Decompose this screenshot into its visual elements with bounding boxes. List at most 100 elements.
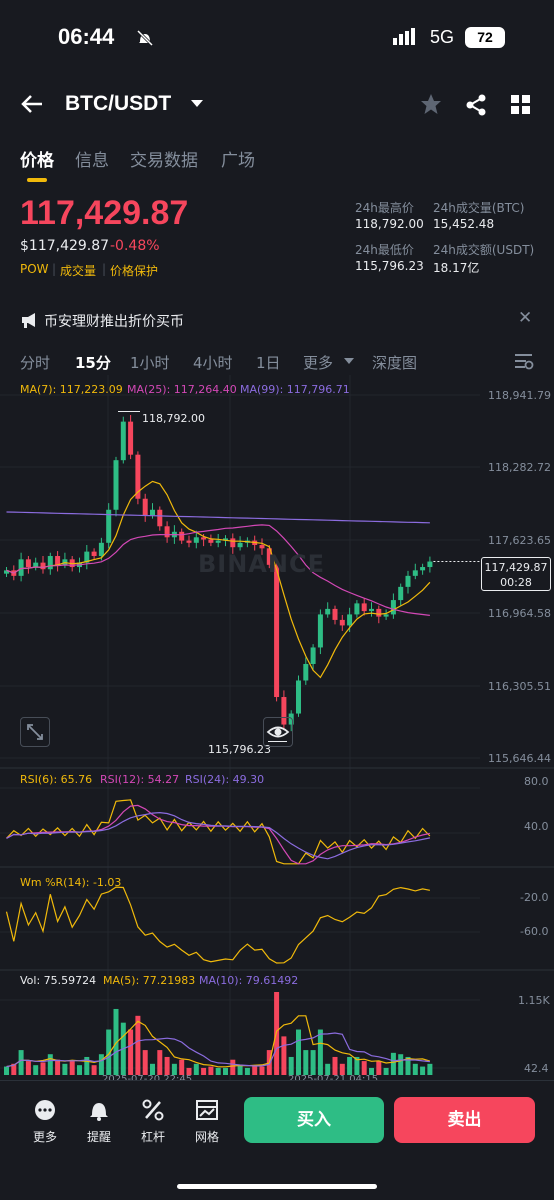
volume-bar xyxy=(303,1050,309,1075)
volume-bar xyxy=(179,1059,185,1075)
grid-layout-icon[interactable] xyxy=(511,95,531,115)
volume-bar xyxy=(40,1062,46,1075)
rsi-tick: 80.0 xyxy=(524,775,549,788)
interval-1d[interactable]: 1日 xyxy=(256,354,281,372)
volume-bar xyxy=(113,1008,119,1075)
more-button[interactable]: 更多 xyxy=(20,1098,70,1145)
y-tick: 116,305.51 xyxy=(488,680,551,693)
vol-label: Vol: 75.59724 xyxy=(20,974,97,987)
y-tick: 118,282.72 xyxy=(488,461,551,474)
alert-button[interactable]: 提醒 xyxy=(74,1098,124,1145)
volume-bar xyxy=(18,1050,24,1075)
bell-off-icon xyxy=(136,29,154,47)
volume-bar xyxy=(164,1056,170,1075)
volume-bar xyxy=(369,1067,374,1075)
chevron-down-icon[interactable] xyxy=(343,357,355,365)
candle-body xyxy=(25,559,31,568)
candle-body xyxy=(4,570,9,574)
interval-more[interactable]: 更多 xyxy=(303,354,334,372)
candle-body xyxy=(361,603,367,612)
volume-bar xyxy=(390,1052,396,1075)
candle-body xyxy=(40,562,46,570)
volume-bar xyxy=(376,1061,382,1075)
candle-body xyxy=(106,509,112,543)
vol-ma5-line xyxy=(6,1015,431,1068)
vol-usdt-value: 18.17亿 xyxy=(433,261,480,275)
volume-bar xyxy=(186,1067,192,1075)
volume-bar xyxy=(383,1067,389,1075)
x-axis-label: 2025-07-21 04:15 xyxy=(288,1074,378,1080)
sell-button[interactable]: 卖出 xyxy=(394,1097,535,1143)
candlestick-chart[interactable]: 2025-07-20 22:45 2025-07-21 04:15 xyxy=(0,375,554,1080)
percent-icon xyxy=(142,1099,164,1121)
chevron-down-icon[interactable] xyxy=(190,99,204,109)
interval-line[interactable]: 分时 xyxy=(20,354,51,372)
chart-settings-icon[interactable] xyxy=(514,352,534,370)
notice-text[interactable]: 币安理财推出折价买币 xyxy=(44,314,184,330)
volume-bar xyxy=(25,1061,31,1075)
candle-body xyxy=(398,586,404,601)
high-value: 118,792.00 xyxy=(355,217,424,231)
interval-4h[interactable]: 4小时 xyxy=(193,354,233,372)
volume-bar xyxy=(332,1056,338,1075)
tab-square[interactable]: 广场 xyxy=(221,151,255,171)
tab-info[interactable]: 信息 xyxy=(75,151,109,171)
interval-1h[interactable]: 1小时 xyxy=(130,354,170,372)
volume-bar xyxy=(33,1065,39,1075)
candle-body xyxy=(179,531,185,541)
wr-tick: -60.0 xyxy=(520,925,549,938)
tag-volume[interactable]: 成交量 xyxy=(60,264,97,278)
y-tick: 118,941.79 xyxy=(488,389,551,402)
y-tick: 115,646.44 xyxy=(488,752,551,765)
interval-15m[interactable]: 15分 xyxy=(75,354,111,372)
volume-bar xyxy=(11,1063,17,1075)
ma99-line xyxy=(6,511,430,524)
low-label: 24h最低价 xyxy=(355,243,414,257)
countdown: 00:28 xyxy=(500,576,532,589)
close-icon[interactable]: ✕ xyxy=(518,308,533,328)
candle-body xyxy=(193,537,199,543)
volume-bar xyxy=(310,1050,316,1075)
volume-bar xyxy=(398,1054,404,1075)
candle-body xyxy=(55,556,61,565)
tag-price-protection[interactable]: 价格保护 xyxy=(110,264,159,278)
ma7-line xyxy=(6,480,431,679)
grid-button[interactable]: 网格 xyxy=(182,1098,232,1145)
volume-bar xyxy=(215,1067,221,1075)
candle-body xyxy=(390,600,396,615)
more-icon xyxy=(35,1100,55,1120)
current-price-value: 117,429.87 xyxy=(484,561,548,574)
signal-icon xyxy=(393,28,415,45)
volume-bar xyxy=(208,1066,214,1075)
buy-button[interactable]: 买入 xyxy=(244,1097,384,1143)
candle-body xyxy=(164,526,170,538)
fullscreen-button[interactable] xyxy=(20,717,50,747)
toggle-indicators-button[interactable] xyxy=(263,717,293,747)
candle-body xyxy=(201,537,207,540)
candle-body xyxy=(347,614,353,626)
ma7-label: MA(7): 117,223.09 xyxy=(20,383,123,396)
current-price-tag: 117,429.87 00:28 xyxy=(481,557,551,591)
candle-body xyxy=(383,614,389,617)
tag-pow[interactable]: POW xyxy=(20,262,49,276)
candle-body xyxy=(33,562,39,568)
candle-body xyxy=(128,421,134,455)
tab-price[interactable]: 价格 xyxy=(20,151,54,171)
candle-body xyxy=(237,542,243,548)
pair-title[interactable]: BTC/USDT xyxy=(65,92,172,115)
volume-bar xyxy=(142,1050,148,1075)
grid-bot-icon xyxy=(196,1100,218,1120)
leverage-button[interactable]: 杠杆 xyxy=(128,1098,178,1145)
battery-indicator: 72 xyxy=(465,27,505,48)
volume-bar xyxy=(4,1066,9,1075)
back-arrow-icon[interactable] xyxy=(20,94,44,114)
star-icon[interactable] xyxy=(420,93,442,115)
candle-body xyxy=(98,542,104,557)
tab-trade-data[interactable]: 交易数据 xyxy=(130,151,198,171)
candle-body xyxy=(150,509,155,516)
volume-bar xyxy=(237,1065,243,1075)
volume-bar xyxy=(106,1029,112,1075)
interval-depth[interactable]: 深度图 xyxy=(372,354,418,372)
share-icon[interactable] xyxy=(465,94,487,116)
high-mark: 118,792.00 xyxy=(142,412,205,425)
